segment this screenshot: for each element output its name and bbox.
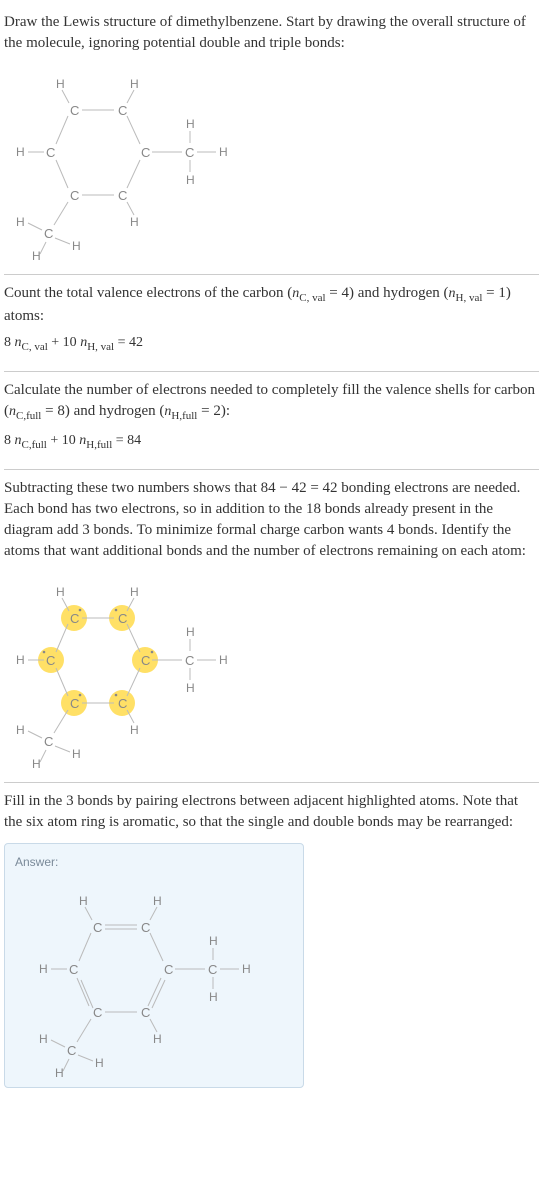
svg-text:H: H (153, 1032, 162, 1046)
answer-label: Answer: (15, 854, 293, 871)
svg-text:H: H (153, 894, 162, 908)
svg-text:C: C (93, 920, 102, 935)
svg-text:C: C (208, 962, 217, 977)
svg-text:C: C (185, 653, 194, 668)
svg-text:C: C (46, 653, 55, 668)
svg-text:H: H (39, 1032, 48, 1046)
svg-text:H: H (79, 894, 88, 908)
intro-text: Draw the Lewis structure of dimethylbenz… (4, 12, 539, 54)
svg-text:H: H (130, 77, 139, 91)
svg-text:H: H (72, 239, 81, 253)
valence-formula: 8 nC, val + 10 nH, val = 42 (4, 333, 539, 355)
svg-text:C: C (69, 962, 78, 977)
svg-text:H: H (219, 145, 228, 159)
svg-text:H: H (130, 585, 139, 599)
svg-text:C: C (185, 145, 194, 160)
section-full: Calculate the number of electrons needed… (4, 372, 539, 469)
highlighted-diagram: C C C C C C H H H H C H H H C H H (4, 568, 244, 768)
svg-text:C: C (44, 226, 53, 241)
svg-text:H: H (186, 117, 195, 131)
svg-text:H: H (16, 653, 25, 667)
svg-text:H: H (32, 757, 41, 768)
skeleton-diagram: C C C C C C H H H H C H H H C H H H (4, 60, 244, 260)
valence-text: Count the total valence electrons of the… (4, 283, 539, 327)
svg-text:C: C (118, 611, 127, 626)
svg-text:H: H (219, 653, 228, 667)
svg-text:H: H (130, 723, 139, 737)
svg-text:H: H (209, 990, 218, 1004)
atom-c: C (46, 145, 55, 160)
svg-text:H: H (186, 173, 195, 187)
svg-text:H: H (16, 215, 25, 229)
svg-text:H: H (95, 1056, 104, 1070)
section-valence: Count the total valence electrons of the… (4, 275, 539, 372)
answer-diagram: C C C C C C H H H H C H H H C H (15, 877, 271, 1077)
svg-text:H: H (209, 934, 218, 948)
svg-text:H: H (16, 145, 25, 159)
svg-text:C: C (70, 696, 79, 711)
svg-text:H: H (72, 747, 81, 761)
svg-text:H: H (56, 585, 65, 599)
svg-text:C: C (44, 734, 53, 749)
svg-text:C: C (141, 920, 150, 935)
atom-c: C (118, 103, 127, 118)
svg-text:H: H (56, 77, 65, 91)
atom-c: C (70, 188, 79, 203)
answer-intro: Fill in the 3 bonds by pairing electrons… (4, 791, 539, 833)
atom-c: C (70, 103, 79, 118)
svg-text:H: H (39, 962, 48, 976)
svg-text:H: H (130, 215, 139, 229)
atom-c: C (141, 145, 150, 160)
svg-text:C: C (164, 962, 173, 977)
svg-text:H: H (186, 625, 195, 639)
section-identify: Subtracting these two numbers shows that… (4, 470, 539, 783)
svg-text:C: C (141, 1005, 150, 1020)
answer-box: Answer: C C C C C C H H (4, 843, 304, 1088)
svg-text:C: C (118, 696, 127, 711)
svg-text:C: C (93, 1005, 102, 1020)
atom-c: C (118, 188, 127, 203)
svg-text:H: H (186, 681, 195, 695)
svg-text:H: H (32, 249, 41, 260)
svg-text:C: C (67, 1043, 76, 1058)
svg-text:C: C (141, 653, 150, 668)
svg-text:H: H (242, 962, 251, 976)
svg-text:H: H (55, 1066, 64, 1077)
identify-text: Subtracting these two numbers shows that… (4, 478, 539, 562)
section-skeleton: Draw the Lewis structure of dimethylbenz… (4, 4, 539, 275)
section-answer: Fill in the 3 bonds by pairing electrons… (4, 783, 539, 1102)
full-text: Calculate the number of electrons needed… (4, 380, 539, 424)
svg-text:C: C (70, 611, 79, 626)
full-formula: 8 nC,full + 10 nH,full = 84 (4, 431, 539, 453)
svg-text:H: H (16, 723, 25, 737)
